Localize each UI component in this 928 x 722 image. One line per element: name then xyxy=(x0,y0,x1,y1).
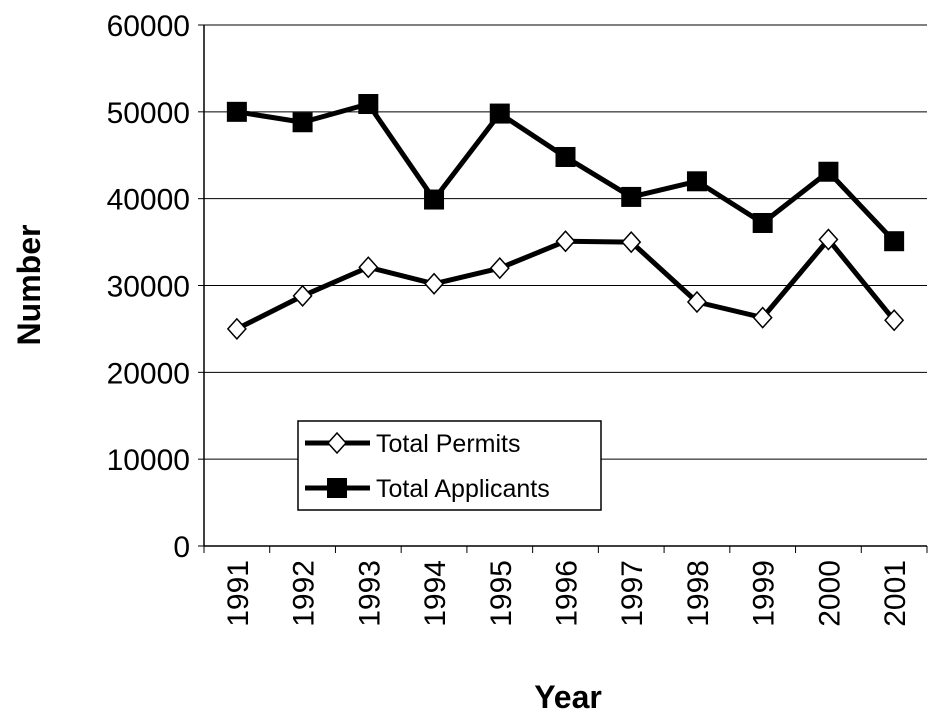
y-tick-label: 0 xyxy=(173,531,190,564)
marker xyxy=(358,256,379,279)
marker xyxy=(752,212,773,233)
legend: Total Permits Total Applicants xyxy=(297,420,602,511)
marker xyxy=(424,189,445,210)
marker xyxy=(818,161,839,182)
legend-label: Total Applicants xyxy=(376,475,550,503)
x-tick-label: 1994 xyxy=(419,560,452,627)
x-tick-label: 1993 xyxy=(353,560,386,627)
marker xyxy=(686,171,707,192)
marker xyxy=(752,306,773,329)
marker xyxy=(326,431,348,455)
marker xyxy=(358,94,379,115)
marker xyxy=(327,478,347,498)
x-tick-label: 1992 xyxy=(288,560,321,627)
series-line xyxy=(235,236,897,332)
legend-label: Total Permits xyxy=(376,430,520,458)
marker xyxy=(555,230,576,253)
marker xyxy=(884,309,905,332)
x-tick-label: 1998 xyxy=(682,560,715,627)
marker xyxy=(621,186,642,207)
marker xyxy=(489,257,510,280)
y-tick-label: 60000 xyxy=(107,10,190,43)
x-tick-label: 2001 xyxy=(879,560,912,627)
marker xyxy=(489,103,510,124)
marker xyxy=(424,272,445,295)
legend-box xyxy=(297,420,602,511)
marker xyxy=(686,290,707,314)
marker xyxy=(818,228,839,251)
x-tick-label: 2000 xyxy=(813,560,846,627)
x-axis-title: Year xyxy=(534,679,602,715)
x-tick-label: 1999 xyxy=(748,560,781,627)
marker xyxy=(226,317,247,341)
y-tick-label: 30000 xyxy=(107,271,190,304)
marker xyxy=(555,146,576,167)
y-tick-label: 50000 xyxy=(107,97,190,130)
y-tick-label: 40000 xyxy=(107,184,190,217)
series-line xyxy=(236,101,896,243)
y-tick-label: 20000 xyxy=(107,357,190,390)
x-tick-label: 1995 xyxy=(485,560,518,627)
y-tick-label: 10000 xyxy=(107,444,190,477)
x-tick-label: 1996 xyxy=(551,560,584,627)
x-tick-label: 1997 xyxy=(616,560,649,627)
marker xyxy=(884,231,905,252)
x-tick-label: 1991 xyxy=(222,560,255,627)
marker xyxy=(292,112,313,133)
marker xyxy=(292,284,313,308)
marker xyxy=(621,230,642,254)
y-axis-title: Number xyxy=(11,225,47,346)
marker xyxy=(226,101,247,122)
